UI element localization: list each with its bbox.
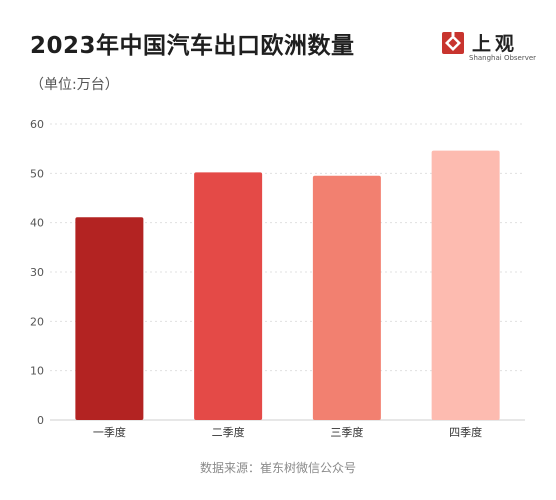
bar (194, 172, 263, 420)
brand-logo[interactable]: 上观 Shanghai Observer (438, 28, 538, 68)
y-tick-label: 30 (30, 266, 44, 279)
x-tick-label: 三季度 (330, 425, 363, 439)
brand-name: 上观 (472, 33, 519, 55)
y-tick-label: 20 (30, 315, 44, 328)
y-tick-label: 50 (30, 167, 44, 180)
x-tick-label: 四季度 (449, 425, 482, 439)
bar (75, 217, 144, 420)
bar (431, 150, 500, 420)
y-tick-label: 40 (30, 217, 44, 230)
y-tick-label: 0 (37, 414, 44, 427)
x-tick-label: 一季度 (93, 425, 126, 439)
data-source: 数据来源：崔东树微信公众号 (199, 461, 356, 475)
unit-subtitle: （单位:万台） (30, 77, 119, 93)
shanghai-observer-logo-icon (442, 31, 464, 54)
brand-subtitle: Shanghai Observer (469, 54, 537, 62)
bar (312, 175, 381, 420)
x-tick-label: 二季度 (212, 425, 245, 439)
chart-title: 2023年中国汽车出口欧洲数量 (30, 33, 355, 59)
y-tick-label: 10 (30, 365, 44, 378)
y-tick-label: 60 (30, 118, 44, 131)
